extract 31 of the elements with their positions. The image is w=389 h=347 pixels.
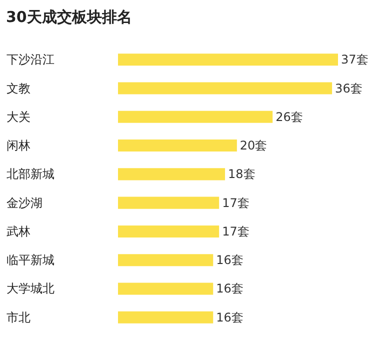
- data-label: 17套: [222, 196, 250, 210]
- data-label: 18套: [228, 167, 256, 182]
- chart-title: 30天成交板块排名: [6, 8, 132, 26]
- data-label: 26套: [276, 110, 303, 124]
- bar: [118, 225, 220, 238]
- data-label: 16套: [216, 253, 244, 268]
- y-tick-label: 北部新城: [6, 167, 54, 182]
- bar: [118, 196, 220, 209]
- data-label: 20套: [240, 138, 268, 153]
- bar: [118, 282, 214, 295]
- data-label: 36套: [335, 81, 362, 96]
- bar: [118, 254, 214, 266]
- data-label: 37套: [341, 52, 368, 67]
- y-tick-label: 文教: [6, 81, 30, 96]
- y-tick-label: 下沙沿江: [6, 52, 54, 67]
- bar: [118, 110, 273, 123]
- data-label: 17套: [222, 224, 250, 238]
- y-tick-label: 武林: [6, 224, 30, 238]
- y-tick-label: 市北: [6, 310, 30, 324]
- bar: [118, 168, 226, 180]
- data-label: 16套: [216, 310, 244, 324]
- bar: [118, 140, 237, 152]
- bar: [118, 311, 214, 324]
- bar: [118, 82, 332, 94]
- y-tick-label: 大关: [6, 110, 30, 124]
- bar: [118, 54, 338, 66]
- y-tick-label: 大学城北: [6, 282, 54, 296]
- y-tick-label: 临平新城: [6, 253, 54, 268]
- y-tick-label: 闲林: [6, 138, 30, 153]
- y-tick-label: 金沙湖: [6, 196, 42, 210]
- data-label: 16套: [216, 282, 244, 296]
